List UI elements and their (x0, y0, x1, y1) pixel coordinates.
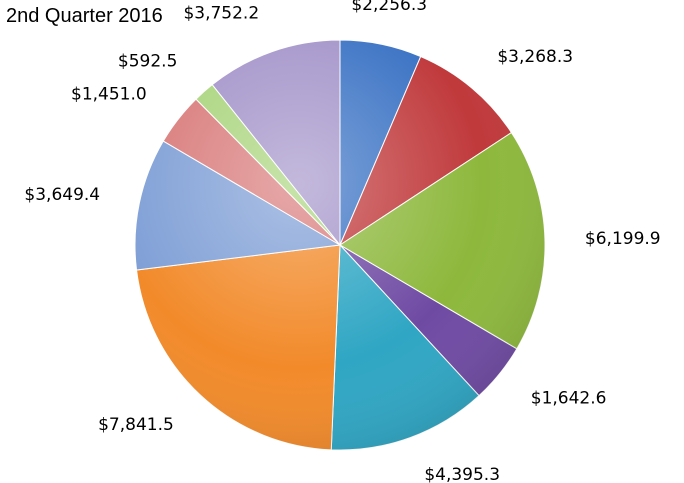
data-label: $3,649.4 (24, 185, 100, 205)
data-label: $1,642.6 (531, 389, 607, 409)
data-label: $4,395.3 (424, 465, 500, 483)
data-label: $7,841.5 (98, 415, 174, 435)
data-label: $2,256.3 (351, 0, 427, 15)
data-label: $1,451.0 (71, 84, 147, 104)
chart-title: 2nd Quarter 2016 (6, 5, 163, 27)
pie (134, 39, 546, 451)
data-label: $6,199.9 (585, 229, 661, 249)
data-label: $3,268.3 (497, 47, 573, 67)
data-label: $592.5 (118, 52, 177, 72)
data-label: $3,752.2 (183, 4, 259, 24)
